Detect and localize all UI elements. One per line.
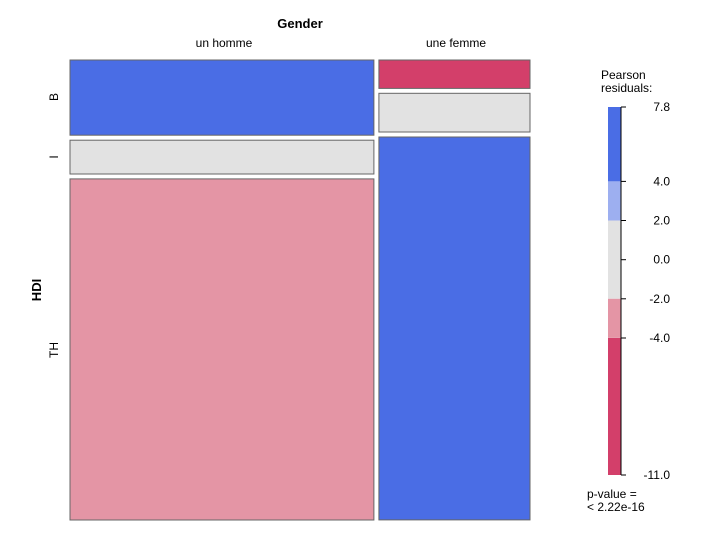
legend-tick-label: 4.0 [653,174,670,188]
legend-band-4-to-2 [608,298,621,338]
column-label-un-homme: un homme [196,36,253,50]
legend-band-2-to-4 [608,181,621,221]
cell-un-homme-i [69,139,375,175]
legend-tick-label: 2.0 [653,214,670,228]
column-label-une-femme: une femme [426,36,486,50]
legend-band-4-to-7-8 [608,107,621,182]
cell-un-homme-th [69,178,375,521]
legend-tick-label: -11.0 [644,468,671,482]
legend-title-line-1: Pearson [601,68,646,82]
row-label-b: B [47,93,61,101]
legend-title-line-2: residuals: [601,81,652,95]
legend-pvalue: p-value = < 2.22e-16 [587,487,645,514]
legend-tick-label: 7.8 [653,100,670,114]
cell-une-femme-i [378,92,531,133]
legend-pvalue-line-1: p-value = [587,487,637,501]
legend-pvalue-line-2: < 2.22e-16 [587,500,645,514]
y-variable-label: HDI [29,279,44,301]
row-label-i: I [47,155,61,158]
legend-band-11-to-4 [608,338,621,475]
legend-tick-label: -2.0 [649,292,670,306]
legend-band-2-to-2 [608,220,621,299]
cell-un-homme-b [69,59,375,136]
cell-une-femme-b [378,59,531,89]
legend-title: Pearson residuals: [601,68,652,95]
x-variable-label: Gender [277,16,323,31]
legend-tick-label: -4.0 [649,331,670,345]
legend-tick-label: 0.0 [653,253,670,267]
cell-une-femme-th [378,136,531,521]
row-label-th: TH [47,342,61,358]
